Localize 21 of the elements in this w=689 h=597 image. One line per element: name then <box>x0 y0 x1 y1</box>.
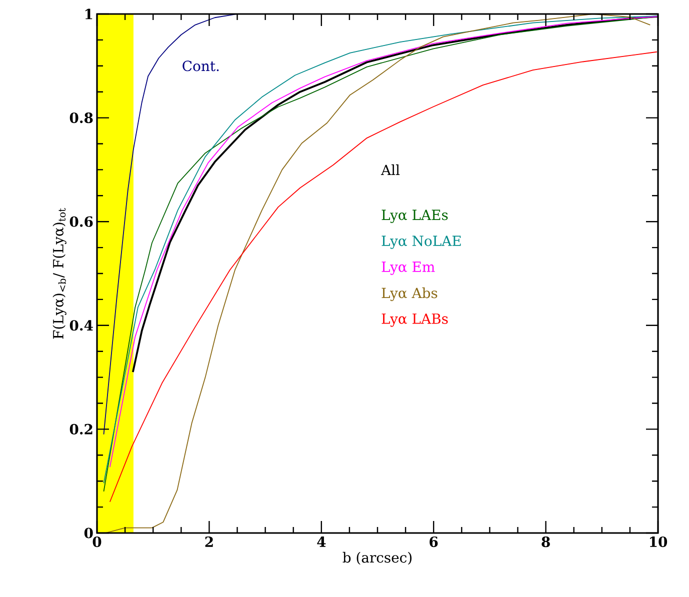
y-tick-label: 0.8 <box>70 112 93 124</box>
x-tick-label: 8 <box>542 536 550 548</box>
text: All <box>380 164 400 175</box>
y-axis-title: F(Lyα)$_{<b}$/ F(Lyα)$_{tot}$ <box>52 208 66 339</box>
text: Lyα LABs <box>382 314 448 327</box>
x-tick-label: 4 <box>317 536 326 547</box>
y-tick-label: 1 <box>85 8 92 20</box>
y-tick-label: 0 <box>84 528 93 538</box>
y-tick-label: 0.2 <box>70 424 92 434</box>
y-tick-label: 0.6 <box>70 216 93 227</box>
x-axis-title: b (arcsec) <box>342 552 412 565</box>
text: Lyα Abs <box>382 287 438 302</box>
text: Lyα Em <box>382 262 435 275</box>
x-tick-label: 6 <box>430 536 438 548</box>
series-label: Cont. <box>182 60 219 72</box>
x-tick-label: 2 <box>205 536 213 547</box>
x-tick-label: 10 <box>650 536 668 548</box>
x-tick-label: 0 <box>92 536 102 548</box>
text: Lyα LAEs <box>382 210 448 224</box>
text: Lyα NoLAE <box>382 236 461 249</box>
y-tick-label: 0.4 <box>70 320 93 331</box>
